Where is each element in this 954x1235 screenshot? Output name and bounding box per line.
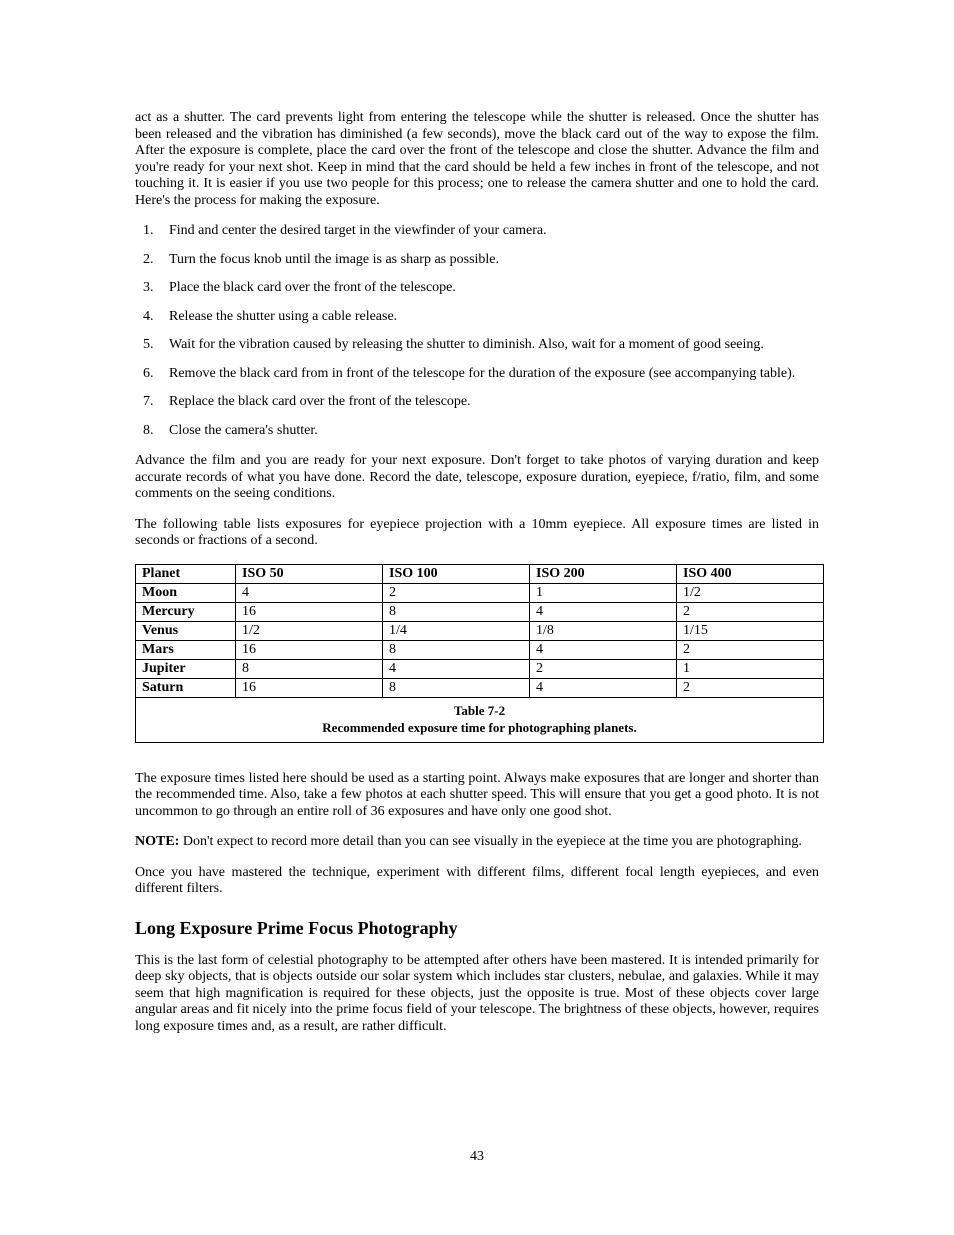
- table-cell: 1/2: [677, 583, 824, 602]
- table-header-cell: ISO 200: [530, 564, 677, 583]
- list-item: Replace the black card over the front of…: [157, 394, 819, 411]
- table-cell: 1: [530, 583, 677, 602]
- table-cell: 4: [530, 602, 677, 621]
- section-heading: Long Exposure Prime Focus Photography: [135, 918, 819, 939]
- table-cell: 2: [677, 640, 824, 659]
- table-cell: 2: [677, 678, 824, 697]
- table-row: Saturn 16 8 4 2: [136, 678, 824, 697]
- table-cell: 4: [383, 659, 530, 678]
- table-cell: 1: [677, 659, 824, 678]
- note-label: NOTE:: [135, 834, 179, 849]
- table-cell: Jupiter: [136, 659, 236, 678]
- list-item: Find and center the desired target in th…: [157, 223, 819, 240]
- table-cell: Saturn: [136, 678, 236, 697]
- list-item: Place the black card over the front of t…: [157, 280, 819, 297]
- table-cell: 1/15: [677, 621, 824, 640]
- list-item: Turn the focus knob until the image is a…: [157, 252, 819, 269]
- section-paragraph: This is the last form of celestial photo…: [135, 953, 819, 1036]
- mastered-paragraph: Once you have mastered the technique, ex…: [135, 865, 819, 898]
- table-header-cell: ISO 100: [383, 564, 530, 583]
- intro-paragraph: act as a shutter. The card prevents ligh…: [135, 110, 819, 209]
- table-caption-line2: Recommended exposure time for photograph…: [322, 720, 636, 735]
- list-item: Close the camera's shutter.: [157, 423, 819, 440]
- table-row: Mars 16 8 4 2: [136, 640, 824, 659]
- after-steps-paragraph: Advance the film and you are ready for y…: [135, 453, 819, 503]
- table-header-cell: ISO 400: [677, 564, 824, 583]
- table-cell: 16: [236, 640, 383, 659]
- table-cell: 8: [383, 640, 530, 659]
- exposure-table: Planet ISO 50 ISO 100 ISO 200 ISO 400 Mo…: [135, 564, 824, 743]
- table-cell: 1/4: [383, 621, 530, 640]
- table-cell: 8: [383, 678, 530, 697]
- table-row: Mercury 16 8 4 2: [136, 602, 824, 621]
- table-cell: 4: [530, 678, 677, 697]
- table-cell: Moon: [136, 583, 236, 602]
- table-cell: 2: [383, 583, 530, 602]
- list-item: Remove the black card from in front of t…: [157, 366, 819, 383]
- table-cell: 2: [530, 659, 677, 678]
- table-cell: Venus: [136, 621, 236, 640]
- table-cell: 8: [236, 659, 383, 678]
- document-page: act as a shutter. The card prevents ligh…: [0, 0, 954, 1235]
- table-caption-line1: Table 7-2: [454, 703, 505, 718]
- table-caption-row: Table 7-2 Recommended exposure time for …: [136, 697, 824, 742]
- table-cell: 1/8: [530, 621, 677, 640]
- table-cell: Mars: [136, 640, 236, 659]
- table-cell: 16: [236, 602, 383, 621]
- after-table-paragraph: The exposure times listed here should be…: [135, 771, 819, 821]
- table-header-row: Planet ISO 50 ISO 100 ISO 200 ISO 400: [136, 564, 824, 583]
- table-cell: 4: [236, 583, 383, 602]
- table-row: Moon 4 2 1 1/2: [136, 583, 824, 602]
- table-header-cell: Planet: [136, 564, 236, 583]
- table-cell: 1/2: [236, 621, 383, 640]
- table-header-cell: ISO 50: [236, 564, 383, 583]
- note-paragraph: NOTE: Don't expect to record more detail…: [135, 834, 819, 851]
- table-cell: 4: [530, 640, 677, 659]
- exposure-steps-list: Find and center the desired target in th…: [135, 223, 819, 439]
- table-cell: 8: [383, 602, 530, 621]
- table-intro-paragraph: The following table lists exposures for …: [135, 517, 819, 550]
- table-row: Jupiter 8 4 2 1: [136, 659, 824, 678]
- table-cell: Mercury: [136, 602, 236, 621]
- note-text: Don't expect to record more detail than …: [179, 834, 802, 849]
- table-row: Venus 1/2 1/4 1/8 1/15: [136, 621, 824, 640]
- list-item: Release the shutter using a cable releas…: [157, 309, 819, 326]
- table-cell: 2: [677, 602, 824, 621]
- page-number: 43: [0, 1149, 954, 1165]
- table-caption-cell: Table 7-2 Recommended exposure time for …: [136, 697, 824, 742]
- list-item: Wait for the vibration caused by releasi…: [157, 337, 819, 354]
- table-cell: 16: [236, 678, 383, 697]
